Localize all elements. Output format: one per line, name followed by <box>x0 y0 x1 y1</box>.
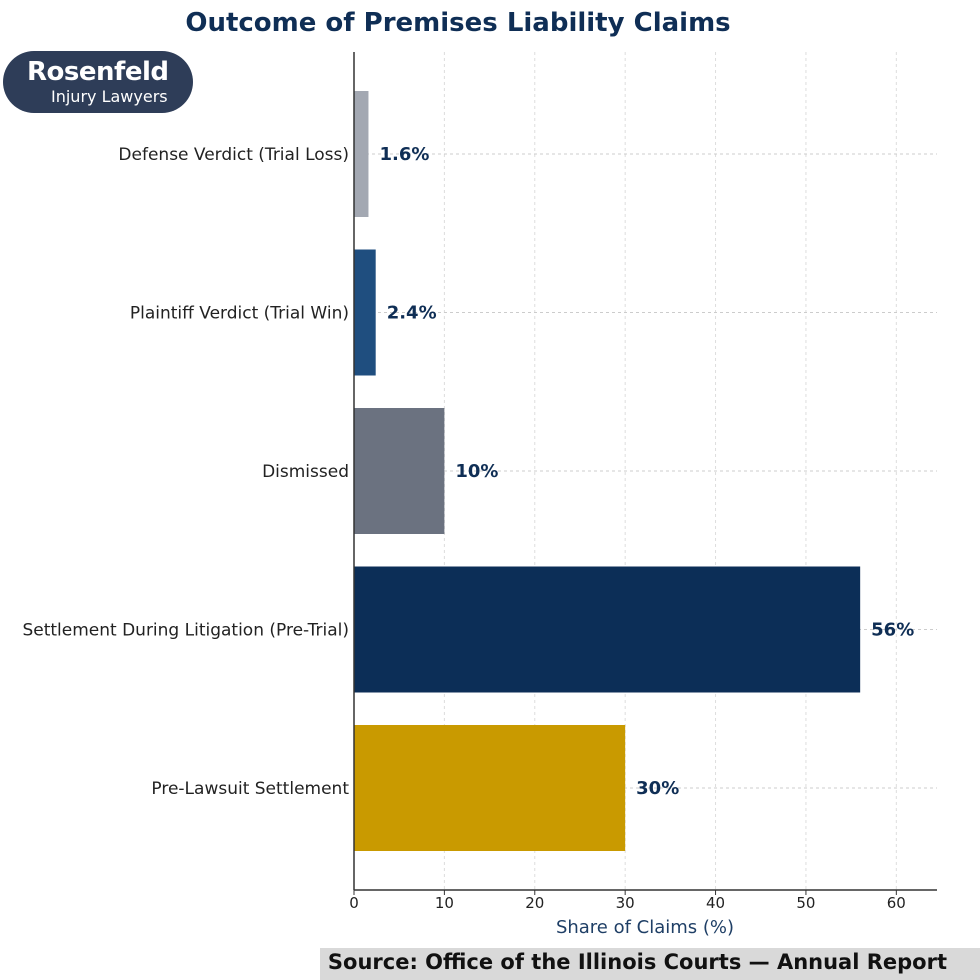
x-tick-label: 0 <box>349 894 359 912</box>
category-label: Settlement During Litigation (Pre-Trial) <box>22 621 349 641</box>
bar <box>354 249 376 376</box>
category-label: Defense Verdict (Trial Loss) <box>118 145 349 165</box>
axes <box>353 52 937 895</box>
category-label: Plaintiff Verdict (Trial Win) <box>130 304 349 324</box>
brand-tagline: Injury Lawyers <box>51 87 168 106</box>
value-label: 10% <box>455 461 498 482</box>
x-tick-label: 40 <box>706 894 725 912</box>
chart-title: Outcome of Premises Liability Claims <box>185 8 730 38</box>
labels: Defense Verdict (Trial Loss) 1.6% Plaintif… <box>22 144 914 912</box>
value-label: 56% <box>871 620 914 641</box>
x-tick-label: 30 <box>616 894 635 912</box>
source-banner: Source: Office of the Illinois Courts — … <box>320 948 980 980</box>
brand-logo: Rosenfeld Injury Lawyers <box>3 51 193 113</box>
x-tick-label: 50 <box>796 894 815 912</box>
x-axis-label: Share of Claims (%) <box>556 917 734 938</box>
bar <box>354 408 445 534</box>
bar <box>354 566 861 693</box>
x-tick-label: 10 <box>435 894 454 912</box>
bars <box>354 91 861 851</box>
x-tick-label: 20 <box>525 894 544 912</box>
value-label: 2.4% <box>387 303 437 324</box>
x-tick-label: 60 <box>887 894 906 912</box>
value-label: 1.6% <box>379 144 429 165</box>
source-text: Source: Office of the Illinois Courts — … <box>327 950 947 974</box>
category-label: Dismissed <box>262 462 349 482</box>
bar <box>354 725 626 851</box>
category-label: Pre-Lawsuit Settlement <box>151 779 349 799</box>
brand-name: Rosenfeld <box>27 57 169 87</box>
bar <box>354 91 369 217</box>
value-label: 30% <box>636 778 679 799</box>
